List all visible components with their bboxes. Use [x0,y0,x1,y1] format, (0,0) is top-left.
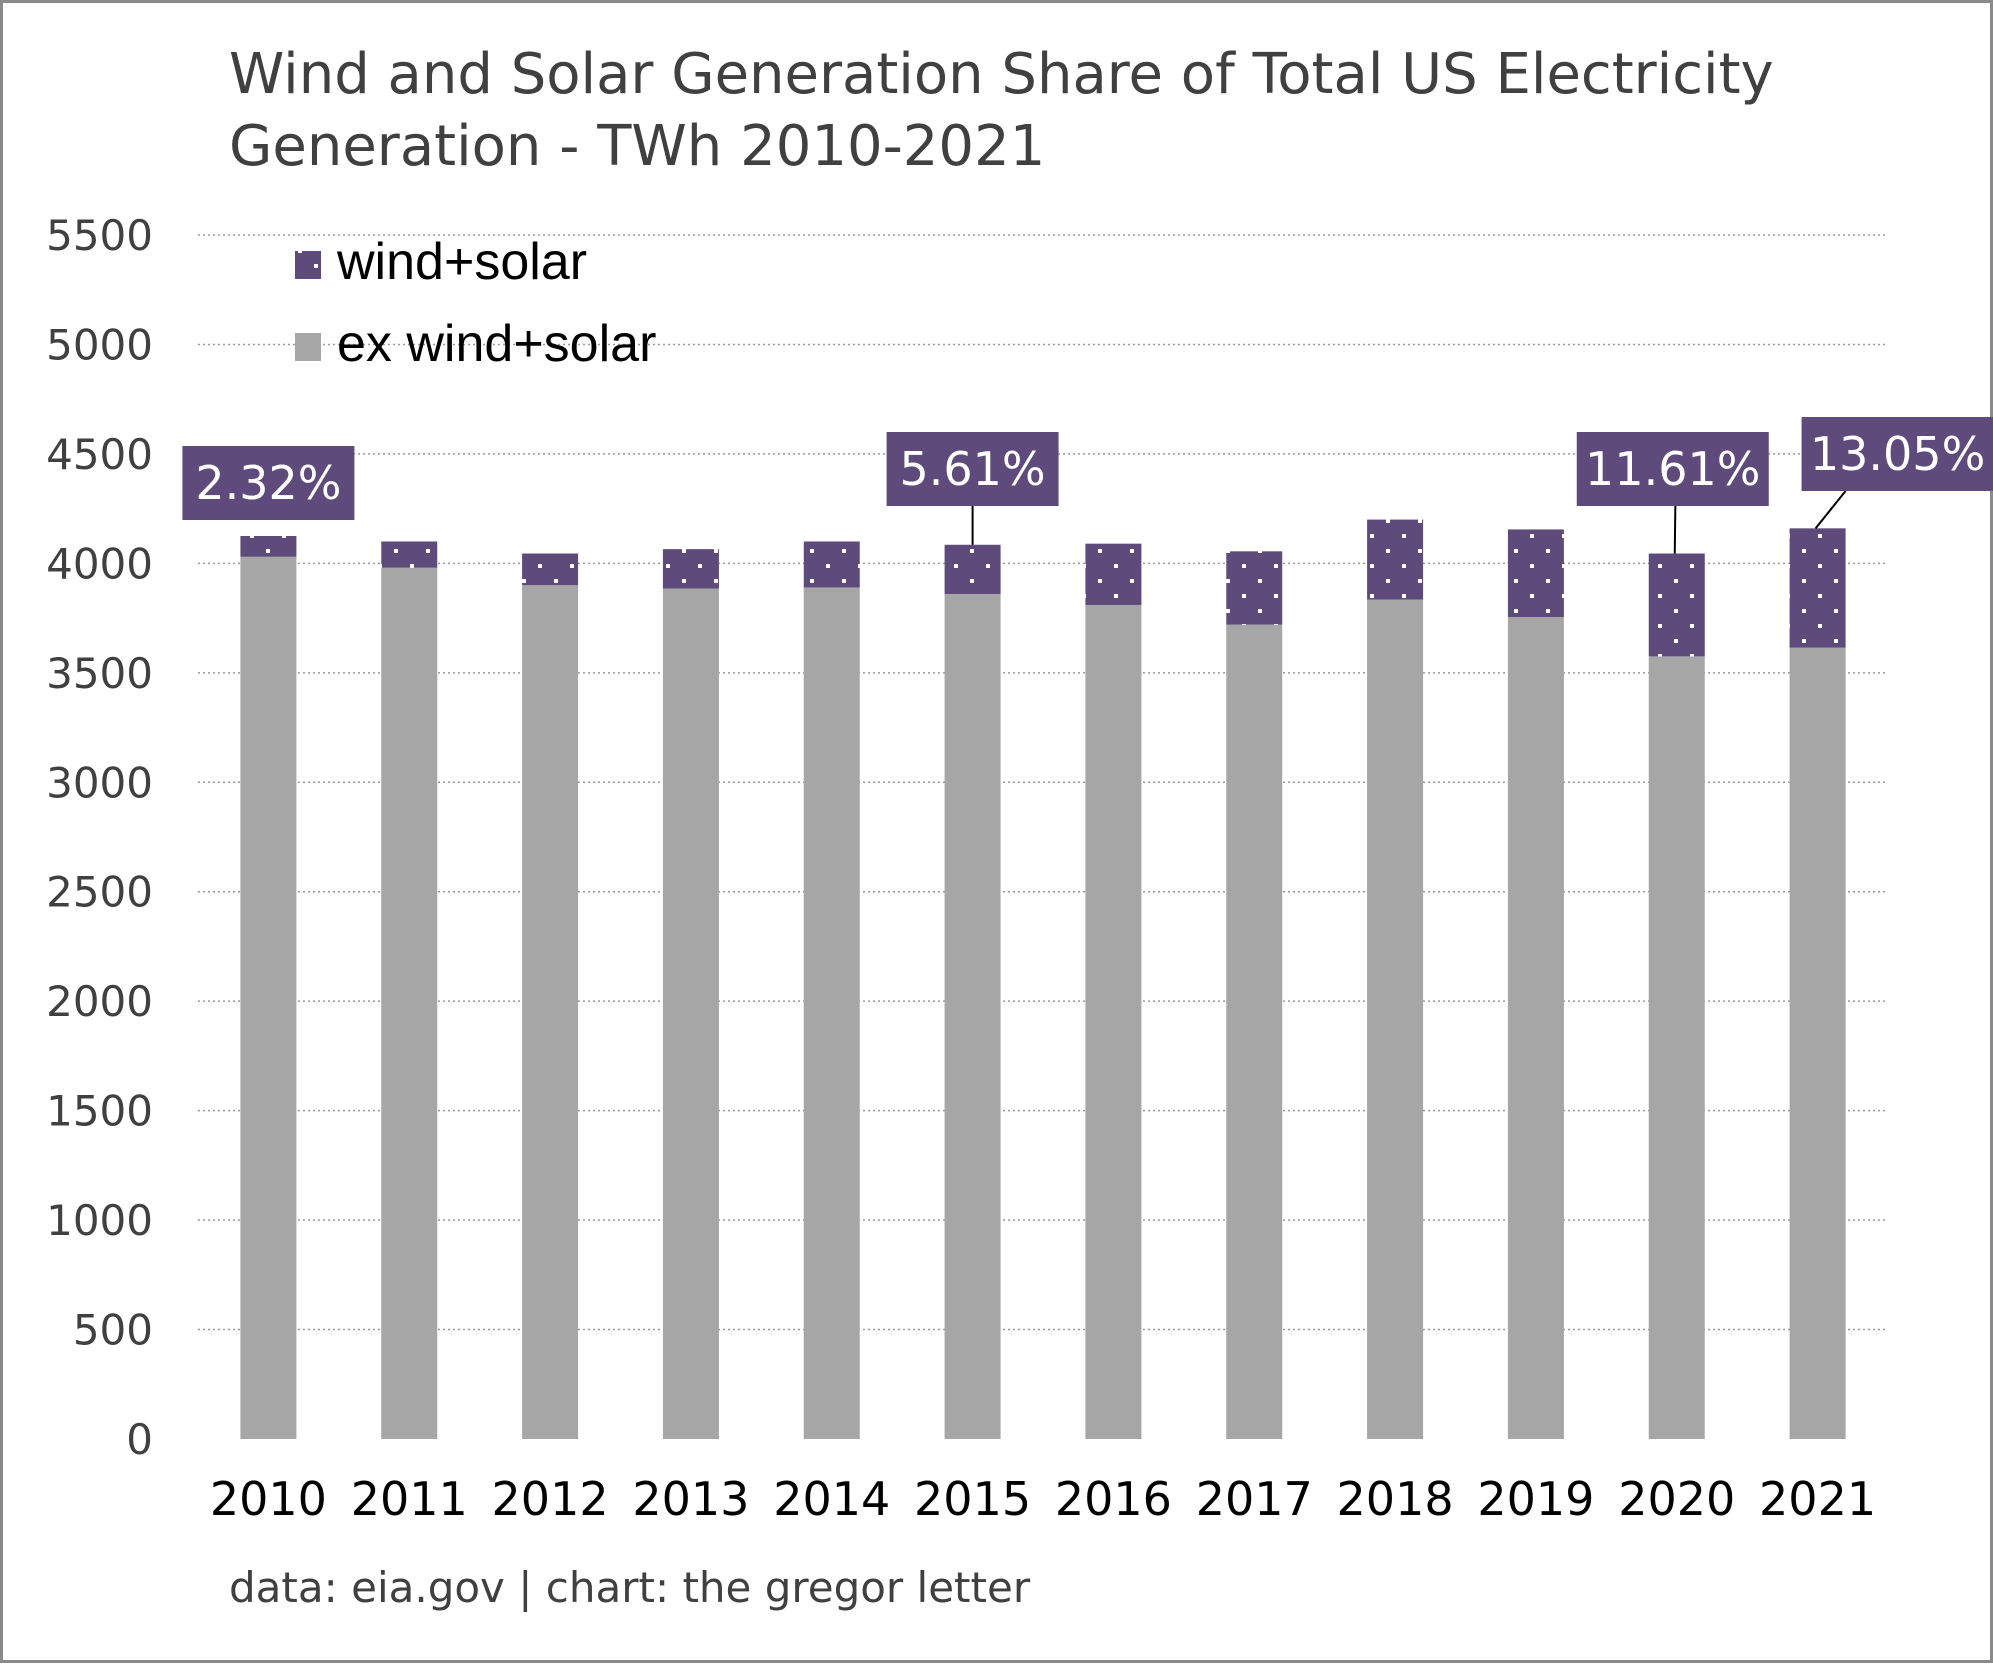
x-category-label: 2015 [914,1472,1031,1526]
bar-wind-solar [1226,551,1283,625]
callout-label: 2.32% [195,456,341,510]
gridlines [198,234,1888,1331]
callout-box [1801,417,1993,491]
bar-ex-wind-solar [1367,599,1424,1439]
x-category-label: 2016 [1055,1472,1172,1526]
legend: wind+solar ex wind+solar [295,233,656,373]
bar-wind-solar [381,541,438,568]
callout-label: 11.61% [1585,442,1760,496]
y-tick-label: 3500 [46,649,153,698]
bar-ex-wind-solar [240,556,297,1439]
callout-box [886,432,1059,506]
x-category-label: 2011 [351,1472,468,1526]
chart-title: Wind and Solar Generation Share of Total… [229,42,1774,179]
bar-wind-solar [1085,543,1142,605]
y-tick-label: 2000 [46,977,153,1026]
y-tick-label: 5000 [46,320,153,369]
callout-leader-line [1814,490,1847,529]
y-tick-label: 5500 [46,211,153,260]
bar-wind-solar [944,544,1001,595]
callout-box [182,446,355,520]
x-category-label: 2013 [632,1472,749,1526]
x-category-label: 2010 [210,1472,327,1526]
legend-swatch [295,333,321,361]
bar-wind-solar [240,536,297,557]
y-tick-label: 1500 [46,1087,153,1136]
bar-ex-wind-solar [1648,656,1705,1439]
x-category-label: 2021 [1759,1472,1876,1526]
x-category-label: 2020 [1618,1472,1735,1526]
legend-label: wind+solar [336,233,587,291]
bar-ex-wind-solar [381,567,438,1439]
x-category-label: 2018 [1337,1472,1454,1526]
bar-ex-wind-solar [662,588,719,1439]
callout-leader-line [1673,505,1677,554]
bar-wind-solar [803,541,860,588]
y-tick-label: 4500 [46,430,153,479]
bar-wind-solar [662,549,719,589]
x-category-label: 2012 [492,1472,609,1526]
bar-wind-solar [1507,529,1564,617]
x-axis-category-labels: 2010 2011 2012 2013 2014 2015 2016 2017 2018 2019… [210,1472,1876,1526]
callout-label: 13.05% [1810,427,1985,481]
callout-label: 5.61% [900,442,1046,496]
legend-label: ex wind+solar [337,315,656,373]
bar-ex-wind-solar [1507,616,1564,1439]
bars [240,519,1846,1439]
x-category-label: 2017 [1196,1472,1313,1526]
bar-wind-solar [522,553,579,586]
bar-ex-wind-solar [1789,647,1846,1439]
y-tick-label: 4000 [46,539,153,588]
legend-swatch [295,251,321,279]
bar-chart: 0 500 1000 1500 2000 2500 3000 3500 4000 4500 5000… [46,211,1993,1526]
bar-wind-solar [1648,553,1705,657]
bar-wind-solar [1789,528,1846,648]
bar-ex-wind-solar [803,587,860,1439]
bar-ex-wind-solar [522,585,579,1439]
y-tick-label: 500 [73,1306,153,1355]
x-category-label: 2014 [773,1472,890,1526]
bar-ex-wind-solar [944,594,1001,1439]
y-tick-label: 0 [126,1415,153,1464]
percentage-callouts: 2.32% 5.61% 11.61% 13.05% [182,417,1993,554]
callout-box [1576,432,1769,506]
bar-ex-wind-solar [1226,624,1283,1439]
y-tick-label: 3000 [46,758,153,807]
bar-ex-wind-solar [1085,604,1142,1439]
source-note: data: eia.gov | chart: the gregor letter [229,1563,1031,1612]
x-category-label: 2019 [1477,1472,1594,1526]
y-tick-label: 2500 [46,868,153,917]
y-tick-label: 1000 [46,1196,153,1245]
y-axis-tick-labels: 0 500 1000 1500 2000 2500 3000 3500 4000 4500 5000… [46,211,153,1464]
bar-wind-solar [1367,519,1424,600]
